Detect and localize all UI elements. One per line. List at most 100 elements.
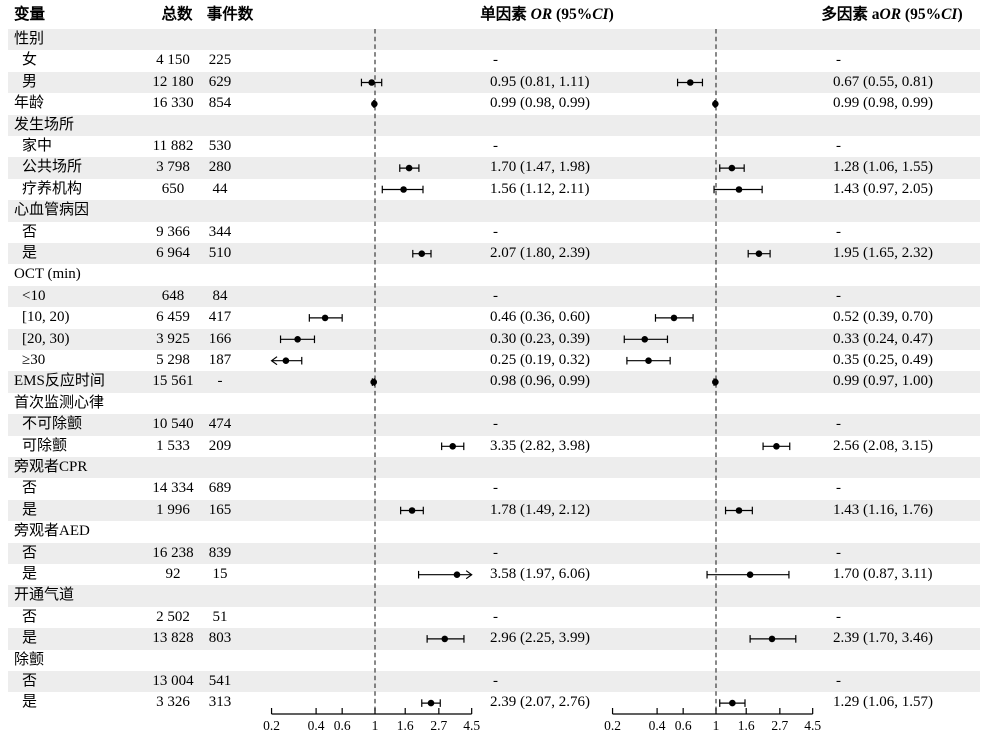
or-text-univariate: 1.78 (1.49, 2.12): [490, 501, 590, 518]
zebra-stripe: [8, 29, 980, 51]
header-part: (95%: [901, 6, 942, 23]
or-text-univariate: 1.56 (1.12, 2.11): [490, 180, 590, 197]
row-total: 12 180: [152, 73, 194, 90]
or-text-multivariate: 1.43 (0.97, 2.05): [833, 180, 933, 197]
row-events: 530: [208, 138, 232, 154]
or-text-univariate: 0.99 (0.98, 0.99): [490, 95, 590, 112]
header-part: ): [608, 6, 614, 23]
row-total: 2 502: [156, 608, 190, 625]
row-total: 1 996: [156, 501, 190, 518]
row-label: 是: [22, 694, 38, 711]
row-label: ≥30: [22, 352, 46, 368]
row-total: 13 004: [152, 673, 194, 689]
zebra-stripe: [8, 243, 980, 265]
row-events: 209: [208, 437, 232, 454]
or-text-univariate: -: [493, 223, 498, 240]
or-text-univariate: -: [493, 52, 498, 69]
row-label: 是: [22, 566, 38, 582]
x-axis-tick-label-multivariate: 1: [713, 718, 720, 733]
row-events: 803: [208, 630, 232, 647]
row-events: 839: [208, 544, 232, 561]
or-text-multivariate: 2.39 (1.70, 3.46): [833, 630, 933, 647]
row-label: 疗养机构: [22, 180, 83, 197]
row-label: 家中: [22, 138, 53, 154]
x-axis-tick-label-multivariate: 2.7: [771, 718, 788, 733]
row-events: 313: [208, 694, 232, 711]
row-total: 1 533: [156, 437, 190, 454]
ci-arrow-right-univariate: [465, 570, 473, 580]
row-events: 854: [208, 95, 232, 112]
row-total: 3 925: [156, 330, 190, 347]
zebra-stripe: [8, 414, 980, 436]
row-label: 否: [22, 544, 38, 561]
x-axis-tick-label-univariate: 2.7: [430, 718, 447, 733]
row-label: 男: [22, 73, 38, 90]
point-estimate-univariate: [321, 314, 329, 322]
or-text-univariate: -: [493, 138, 498, 154]
or-text-univariate: -: [493, 480, 498, 497]
or-text-multivariate: -: [836, 138, 841, 154]
or-text-multivariate: -: [836, 416, 841, 433]
point-estimate-multivariate: [712, 100, 719, 108]
or-text-multivariate: -: [836, 480, 841, 497]
row-events: 15: [212, 566, 228, 582]
point-estimate-univariate: [371, 100, 378, 108]
row-label: 可除颤: [22, 437, 68, 454]
row-events: 417: [208, 309, 232, 326]
x-axis-tick-label-univariate: 4.5: [463, 718, 480, 733]
row-events: 225: [208, 52, 232, 69]
zebra-stripe: [8, 371, 980, 393]
row-label: 旁观者CPR: [14, 459, 88, 475]
point-estimate-univariate: [427, 699, 435, 707]
row-label: 首次监测心律: [14, 394, 105, 411]
or-text-univariate: 2.96 (2.25, 3.99): [490, 630, 590, 647]
or-text-multivariate: -: [836, 52, 841, 69]
row-total: 15 561: [152, 373, 194, 390]
row-total: 650: [161, 180, 185, 197]
point-estimate-multivariate: [735, 186, 743, 193]
zebra-stripe: [8, 71, 980, 94]
or-text-univariate: 0.98 (0.96, 0.99): [490, 373, 590, 390]
or-text-univariate: 2.07 (1.80, 2.39): [490, 245, 590, 261]
row-label: 是: [22, 245, 38, 261]
header-part: (95%: [552, 6, 593, 23]
row-total: 11 882: [152, 138, 194, 154]
zebra-stripe: [8, 285, 980, 308]
or-text-univariate: -: [493, 608, 498, 625]
column-header-variable: 变量: [14, 6, 46, 23]
row-total: 9 366: [156, 223, 190, 240]
row-events: 474: [208, 416, 232, 433]
x-axis-tick-label-multivariate: 0.2: [604, 718, 621, 733]
row-events: 629: [208, 73, 232, 90]
zebra-stripe: [8, 628, 980, 650]
row-label: 年龄: [14, 95, 45, 112]
or-text-multivariate: 1.29 (1.06, 1.57): [833, 694, 933, 711]
or-text-univariate: -: [493, 544, 498, 561]
or-text-multivariate: 0.35 (0.25, 0.49): [833, 352, 933, 368]
row-label: 否: [22, 673, 38, 689]
row-events: 51: [212, 608, 228, 625]
row-total: 5 298: [156, 352, 190, 368]
or-text-multivariate: 0.67 (0.55, 0.81): [833, 73, 933, 90]
row-events: 541: [208, 673, 232, 689]
x-axis-tick-label-univariate: 0.2: [263, 718, 280, 733]
row-label: 是: [22, 630, 38, 647]
point-estimate-multivariate: [729, 699, 736, 707]
x-axis-tick-label-multivariate: 4.5: [804, 718, 821, 733]
header-part: CI: [941, 6, 958, 23]
column-header-univariate-or: 单因素 OR (95%CI): [480, 0, 614, 29]
or-text-multivariate: -: [836, 287, 841, 304]
point-estimate-univariate: [400, 186, 407, 193]
point-estimate-multivariate: [645, 357, 652, 365]
point-estimate-univariate: [282, 357, 290, 365]
row-total: 6 459: [156, 309, 190, 326]
row-total: 16 330: [152, 95, 194, 112]
x-axis-tick-label-multivariate: 0.6: [675, 718, 692, 733]
or-text-univariate: 2.39 (2.07, 2.76): [490, 694, 590, 711]
row-total: 92: [165, 566, 181, 582]
x-axis-tick-label-univariate: 1.6: [397, 718, 414, 733]
or-text-multivariate: 1.28 (1.06, 1.55): [833, 159, 933, 176]
or-text-univariate: -: [493, 287, 498, 304]
x-axis-tick-label-univariate: 0.4: [308, 718, 325, 733]
or-text-univariate: 0.25 (0.19, 0.32): [490, 352, 590, 368]
